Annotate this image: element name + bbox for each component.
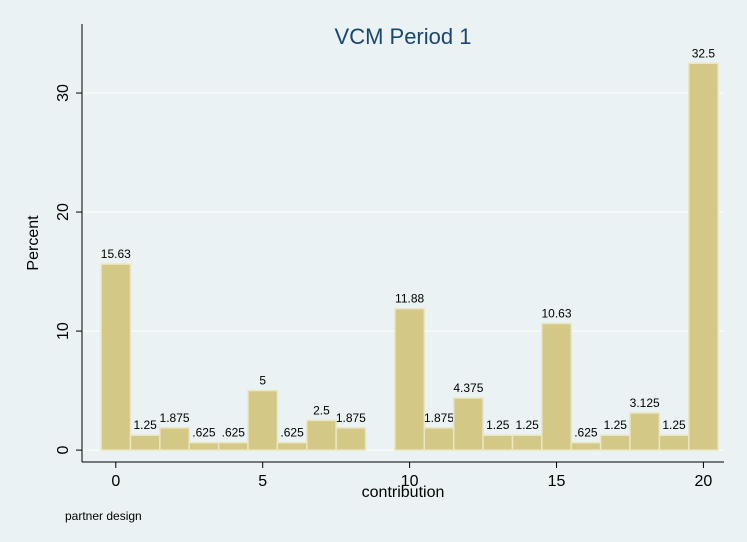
value-label: 11.88	[395, 292, 424, 306]
y-axis-label: Percent	[25, 215, 42, 271]
value-label: .625	[574, 426, 598, 440]
value-label: 32.5	[692, 46, 716, 60]
value-label: 3.125	[630, 396, 660, 410]
bar	[511, 434, 543, 451]
chart-title: VCM Period 1	[335, 24, 472, 49]
value-label: 1.25	[662, 418, 686, 432]
x-tick-label: 5	[258, 473, 267, 490]
value-label: 15.63	[101, 247, 131, 261]
value-label: 1.875	[424, 411, 454, 425]
bar	[599, 434, 631, 451]
x-tick-label: 15	[548, 473, 566, 490]
x-axis-label: contribution	[362, 484, 445, 501]
bar	[276, 441, 308, 451]
bar	[188, 441, 220, 451]
bar	[482, 434, 514, 451]
x-tick-label: 20	[695, 473, 713, 490]
y-tick-label: 30	[55, 84, 72, 102]
note: partner design	[65, 509, 142, 523]
y-tick-label: 20	[55, 203, 72, 221]
bar	[335, 427, 367, 451]
bar	[452, 397, 484, 451]
value-label: 1.875	[336, 411, 366, 425]
bar	[217, 441, 249, 451]
x-tick-label: 0	[111, 473, 120, 490]
bar	[658, 434, 690, 451]
bar	[100, 263, 132, 451]
y-tick-label: 10	[55, 322, 72, 340]
bar	[687, 62, 719, 451]
x-tick-label: 10	[401, 473, 419, 490]
bar	[159, 427, 190, 451]
value-label: 1.25	[133, 418, 157, 432]
bar	[629, 412, 661, 451]
value-label: 5	[259, 374, 266, 388]
bar	[394, 307, 426, 451]
bar	[570, 441, 602, 451]
bar	[423, 427, 455, 451]
value-label: 1.875	[160, 411, 190, 425]
bar	[306, 419, 337, 451]
value-label: 2.5	[313, 403, 330, 417]
y-tick-label: 0	[55, 446, 72, 455]
bar	[247, 389, 279, 451]
bar	[541, 322, 572, 451]
value-label: .625	[222, 426, 246, 440]
value-label: 10.63	[542, 307, 572, 321]
value-label: 4.375	[453, 381, 483, 395]
value-label: 1.25	[486, 418, 510, 432]
value-label: .625	[192, 426, 216, 440]
bar	[129, 434, 161, 451]
value-label: 1.25	[515, 418, 539, 432]
value-label: 1.25	[604, 418, 628, 432]
value-label: .625	[280, 426, 304, 440]
